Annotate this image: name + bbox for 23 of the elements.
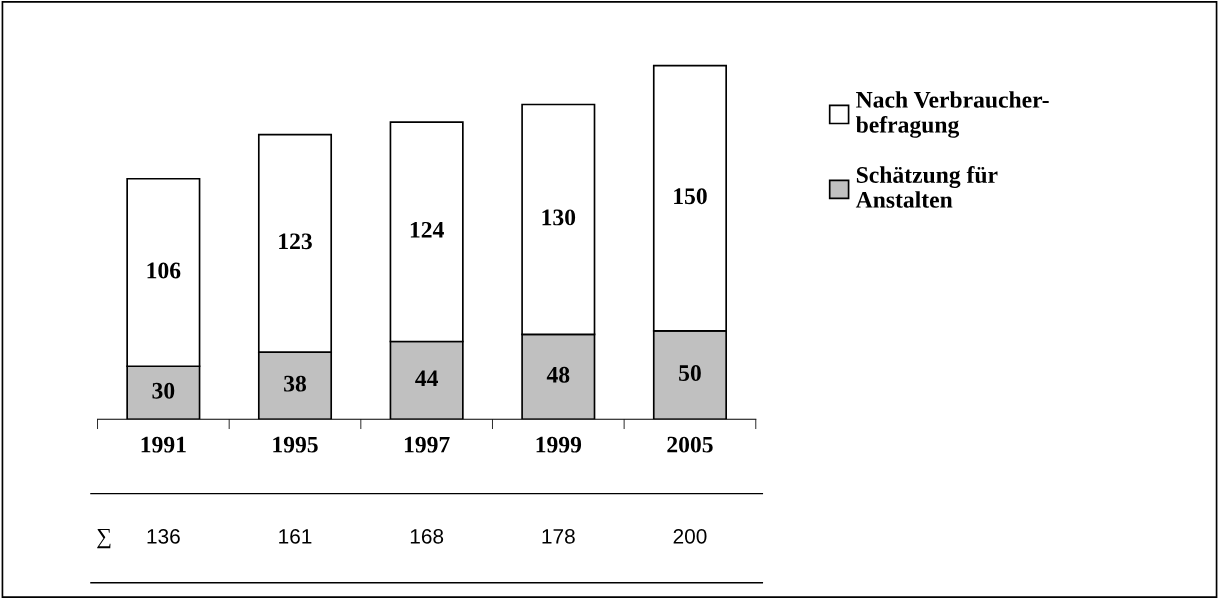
legend-label: Nach Verbraucher- befragung xyxy=(855,91,1049,138)
data-label: 123 xyxy=(279,233,312,250)
x-tick-label: 1999 xyxy=(536,436,582,453)
legend-label: Schätzung für Anstalten xyxy=(855,166,998,208)
text: 178 xyxy=(542,528,575,544)
text: 168 xyxy=(410,528,444,544)
text: 200 xyxy=(673,528,707,544)
text: ∑ xyxy=(97,528,111,549)
data-label: 50 xyxy=(679,365,701,381)
data-label: 30 xyxy=(152,382,175,399)
data-label: 124 xyxy=(410,221,444,238)
data-label: 48 xyxy=(546,366,570,383)
x-tick-label: 1997 xyxy=(404,436,450,453)
text: 136 xyxy=(147,528,180,544)
data-label: 130 xyxy=(542,209,576,226)
data-label: 150 xyxy=(674,188,707,205)
x-tick-label: 1991 xyxy=(141,436,186,453)
x-tick-label: 1995 xyxy=(273,436,318,453)
data-label: 38 xyxy=(284,375,307,392)
data-label: 44 xyxy=(415,370,439,387)
x-tick-label: 2005 xyxy=(667,436,713,453)
text: 161 xyxy=(279,528,312,544)
data-label: 106 xyxy=(147,262,181,279)
